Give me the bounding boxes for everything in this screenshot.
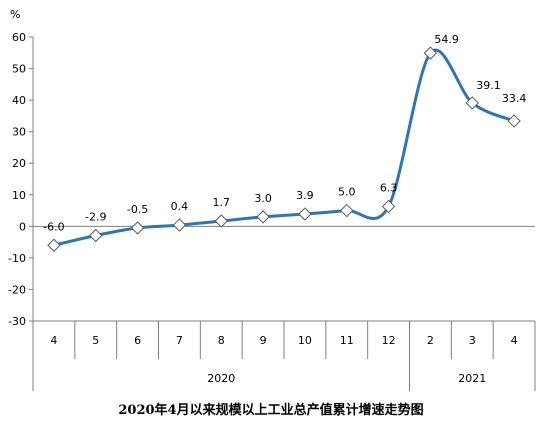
data-label: 5.0	[338, 186, 356, 199]
x-tick-label: 5	[92, 334, 99, 347]
x-tick-label: 7	[176, 334, 183, 347]
data-label: -0.5	[127, 203, 148, 216]
data-point-marker	[340, 203, 354, 218]
year-groups: 2020 2021	[32, 321, 536, 391]
x-axis-ticks: 4 5 6 7 8 9 10 11 12 2 3 4	[32, 321, 536, 359]
x-tick-label: 8	[218, 334, 225, 347]
data-point-marker	[130, 221, 145, 235]
x-tick-label: 9	[260, 334, 267, 347]
chart-title: 2020年4月以来规模以上工业总产值累计增速走势图	[118, 402, 423, 418]
x-tick-label: 12	[382, 334, 396, 347]
y-tick-label: -10	[8, 252, 26, 265]
data-label: 3.9	[296, 189, 314, 202]
x-tick-label: 4	[511, 334, 518, 347]
data-point-marker	[256, 210, 270, 224]
series-line	[52, 48, 516, 247]
axes	[32, 37, 535, 322]
data-label: 1.7	[213, 196, 231, 209]
x-tick-label: 11	[340, 334, 354, 347]
data-point-marker	[465, 96, 479, 110]
data-point-marker	[47, 238, 61, 252]
y-tick-label: 50	[12, 63, 26, 76]
data-point-marker	[381, 199, 396, 214]
y-tick-label: 60	[12, 31, 26, 44]
data-point-marker	[89, 228, 103, 243]
y-tick-label: 10	[12, 189, 26, 202]
data-point-marker	[423, 46, 438, 60]
data-labels: -6.0 -2.9 -0.5 0.4 1.7 3.0 3.9 5.0 6.3 54.9 39.133…	[43, 33, 526, 233]
y-tick-label: 0	[19, 220, 26, 233]
data-label: -2.9	[85, 210, 106, 223]
x-tick-label: 4	[50, 334, 57, 347]
x-tick-label: 3	[469, 334, 476, 347]
data-point-marker	[507, 114, 521, 128]
data-label: 0.4	[171, 200, 189, 213]
y-unit-label: %	[10, 8, 20, 21]
data-label: 39.1	[476, 79, 501, 92]
series-markers	[47, 46, 521, 252]
data-label: 54.9	[434, 33, 459, 46]
y-tick-label: 20	[12, 157, 26, 170]
data-point-marker	[172, 218, 187, 232]
y-tick-label: -30	[8, 315, 26, 328]
y-tick-label: -20	[8, 283, 26, 296]
x-tick-label: 6	[134, 334, 141, 347]
data-label: 33.4	[502, 92, 527, 105]
data-point-marker	[214, 214, 228, 228]
year-group-label: 2020	[207, 372, 235, 385]
data-label: 6.3	[380, 181, 398, 194]
data-point-marker	[298, 207, 312, 221]
y-tick-label: 40	[12, 94, 26, 107]
y-axis-ticks: -30 -20 -10 0 10 20 30 40 50 60	[8, 31, 33, 328]
year-group-label: 2021	[458, 372, 486, 385]
data-label: 3.0	[254, 192, 272, 205]
y-tick-label: 30	[12, 126, 26, 139]
x-tick-label: 10	[298, 334, 312, 347]
data-label: -6.0	[43, 220, 64, 233]
x-tick-label: 2	[427, 334, 434, 347]
